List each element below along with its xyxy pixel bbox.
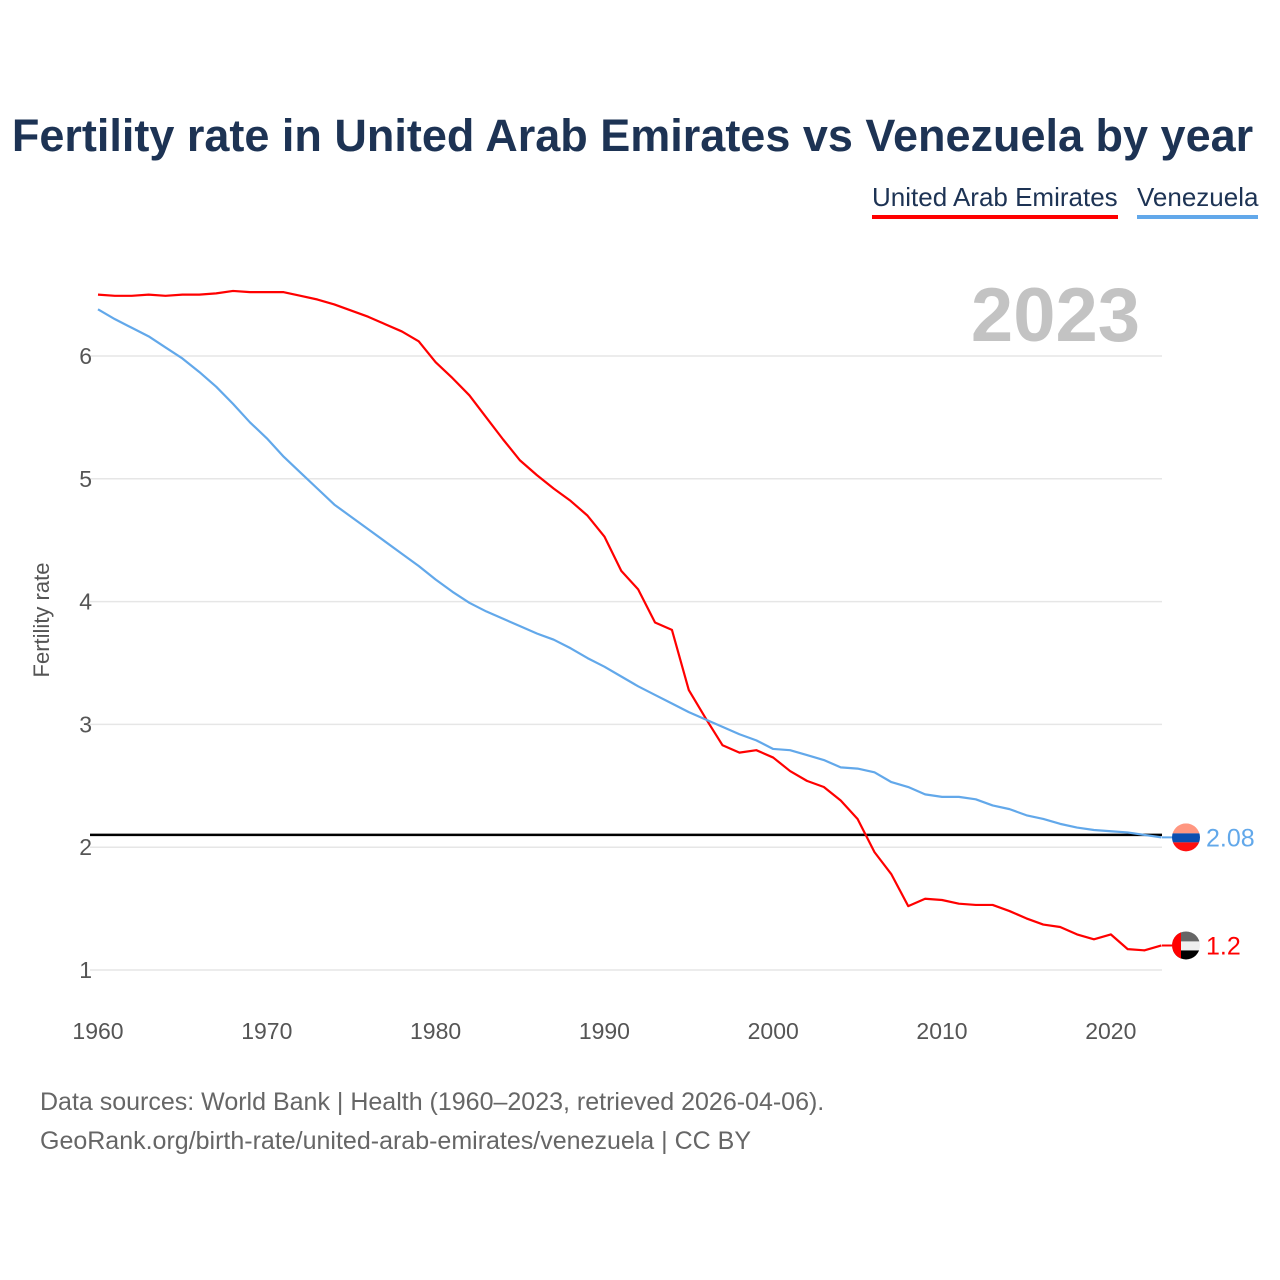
y-tick-label: 5 <box>79 466 92 492</box>
series-line-venezuela <box>97 308 1162 839</box>
series-line-uae <box>97 289 1162 952</box>
x-tick-label: 2020 <box>1085 1018 1136 1044</box>
chart-title: Fertility rate in United Arab Emirates v… <box>11 110 1254 161</box>
y-axis-label: Fertility rate <box>29 562 54 678</box>
source-url[interactable]: GeoRank.org/birth-rate/united-arab-emira… <box>40 1127 751 1155</box>
venezuela-flag-icon <box>1172 823 1200 852</box>
end-value-label: 2.08 <box>1206 824 1255 852</box>
year-label: 2023 <box>970 273 1140 358</box>
y-tick-label: 2 <box>79 834 92 860</box>
uae-flag-icon <box>1172 931 1200 960</box>
source-note: Data sources: World Bank | Health (1960–… <box>40 1088 825 1116</box>
end-value-label: 1.2 <box>1206 932 1241 960</box>
x-tick-label: 1970 <box>241 1018 292 1044</box>
x-tick-label: 1990 <box>579 1018 630 1044</box>
y-tick-label: 3 <box>79 711 92 737</box>
legend-item-venezuela[interactable]: Venezuela <box>1137 182 1259 219</box>
legend-item-uae[interactable]: United Arab Emirates <box>872 182 1118 219</box>
y-tick-label: 4 <box>79 589 92 615</box>
x-tick-label: 1980 <box>410 1018 461 1044</box>
y-tick-label: 1 <box>79 957 92 983</box>
x-tick-label: 1960 <box>72 1018 123 1044</box>
x-tick-label: 2000 <box>748 1018 799 1044</box>
x-tick-label: 2010 <box>916 1018 967 1044</box>
y-tick-label: 6 <box>79 343 92 369</box>
